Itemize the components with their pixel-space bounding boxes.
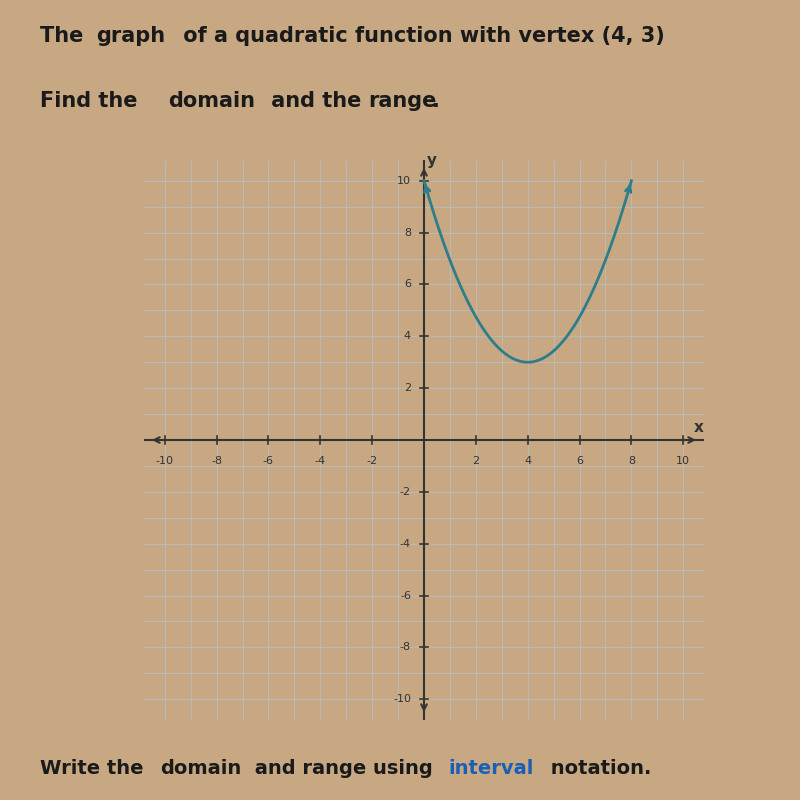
Text: 4: 4 <box>524 455 531 466</box>
Text: range: range <box>368 90 436 110</box>
Text: -8: -8 <box>400 642 411 653</box>
Text: graph: graph <box>96 26 165 46</box>
Text: 10: 10 <box>397 176 411 186</box>
Text: notation.: notation. <box>544 758 651 778</box>
Text: Find the: Find the <box>40 90 145 110</box>
Text: of a quadratic function with vertex (4, 3): of a quadratic function with vertex (4, … <box>176 26 665 46</box>
Text: 2: 2 <box>472 455 479 466</box>
Text: The: The <box>40 26 90 46</box>
Text: and range using: and range using <box>248 758 439 778</box>
Text: and the: and the <box>264 90 369 110</box>
Text: 8: 8 <box>404 227 411 238</box>
Text: x: x <box>694 420 704 435</box>
Text: -10: -10 <box>393 694 411 704</box>
Text: domain: domain <box>160 758 242 778</box>
Text: -2: -2 <box>400 487 411 497</box>
Text: 4: 4 <box>404 331 411 342</box>
Text: 2: 2 <box>404 383 411 393</box>
Text: 10: 10 <box>676 455 690 466</box>
Text: -4: -4 <box>400 538 411 549</box>
Text: 6: 6 <box>576 455 583 466</box>
Text: -8: -8 <box>211 455 222 466</box>
Text: domain: domain <box>168 90 255 110</box>
Text: -6: -6 <box>400 590 411 601</box>
Text: -6: -6 <box>263 455 274 466</box>
Text: -2: -2 <box>366 455 378 466</box>
Text: y: y <box>426 153 437 168</box>
Text: 6: 6 <box>404 279 411 290</box>
Text: .: . <box>432 90 440 110</box>
Text: 8: 8 <box>628 455 635 466</box>
Text: -10: -10 <box>156 455 174 466</box>
Text: -4: -4 <box>314 455 326 466</box>
Text: interval: interval <box>448 758 534 778</box>
Text: Write the: Write the <box>40 758 150 778</box>
